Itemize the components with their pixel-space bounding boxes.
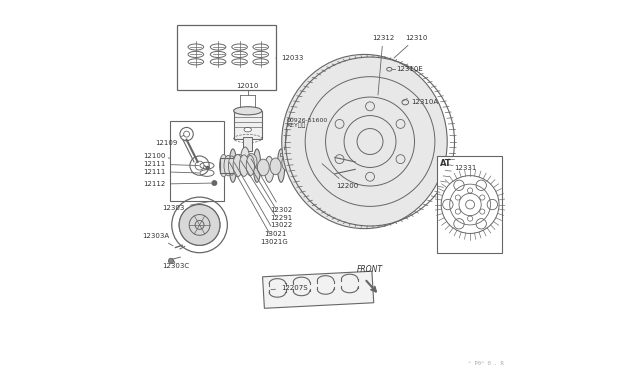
Ellipse shape	[264, 156, 274, 182]
Text: 12303C: 12303C	[163, 261, 189, 269]
Text: 13022: 13022	[241, 161, 292, 228]
Text: 12112: 12112	[143, 181, 212, 187]
Ellipse shape	[229, 149, 237, 182]
Circle shape	[206, 166, 209, 169]
Ellipse shape	[241, 147, 250, 173]
Ellipse shape	[220, 154, 228, 177]
Circle shape	[168, 258, 173, 263]
Polygon shape	[262, 271, 374, 308]
Ellipse shape	[295, 154, 306, 170]
Text: 12033: 12033	[276, 55, 303, 61]
Ellipse shape	[319, 159, 330, 174]
Ellipse shape	[234, 107, 262, 115]
Ellipse shape	[179, 205, 220, 245]
Bar	[234, 111, 262, 138]
Ellipse shape	[246, 154, 257, 170]
Ellipse shape	[239, 155, 249, 176]
Ellipse shape	[314, 156, 323, 182]
Text: 12100: 12100	[143, 153, 170, 158]
Text: FRONT: FRONT	[356, 265, 382, 274]
Text: 12207S: 12207S	[271, 285, 308, 291]
Ellipse shape	[232, 154, 245, 171]
Bar	[436, 156, 502, 253]
Text: 13021: 13021	[234, 163, 287, 237]
Text: 12331: 12331	[454, 164, 476, 170]
Ellipse shape	[257, 159, 269, 176]
Ellipse shape	[301, 149, 309, 182]
Text: ^ P0^ 0 . R: ^ P0^ 0 . R	[468, 361, 504, 366]
Ellipse shape	[228, 156, 235, 175]
Ellipse shape	[246, 155, 255, 176]
Ellipse shape	[307, 160, 316, 175]
Text: 12010: 12010	[237, 83, 259, 89]
Bar	[243, 137, 252, 151]
Text: 13021G: 13021G	[230, 163, 289, 245]
Bar	[170, 121, 223, 201]
Text: 12109: 12109	[155, 135, 184, 146]
Bar	[177, 25, 276, 90]
Ellipse shape	[224, 155, 232, 176]
Text: 12200: 12200	[322, 164, 359, 189]
Ellipse shape	[244, 128, 252, 132]
Text: KEYキー: KEYキー	[287, 123, 306, 128]
Ellipse shape	[328, 149, 335, 182]
Circle shape	[212, 181, 216, 185]
Ellipse shape	[233, 154, 243, 177]
Text: AT: AT	[440, 159, 451, 168]
Text: 12310E: 12310E	[396, 66, 423, 72]
Text: 12303: 12303	[163, 201, 211, 211]
Text: 12291: 12291	[246, 161, 292, 221]
Ellipse shape	[289, 147, 299, 173]
Ellipse shape	[277, 149, 285, 182]
Text: 12303A: 12303A	[142, 233, 173, 246]
Ellipse shape	[253, 149, 260, 182]
Text: 00926-51600: 00926-51600	[287, 118, 328, 122]
Ellipse shape	[270, 158, 281, 175]
Text: 12302: 12302	[251, 159, 292, 213]
Text: 12310A: 12310A	[411, 99, 438, 105]
Bar	[280, 153, 288, 155]
Ellipse shape	[282, 154, 294, 171]
Text: 12111: 12111	[143, 161, 198, 167]
Text: 12111: 12111	[143, 169, 198, 174]
Text: 12312: 12312	[372, 35, 394, 95]
Ellipse shape	[282, 54, 447, 229]
Text: 12310: 12310	[394, 35, 428, 58]
